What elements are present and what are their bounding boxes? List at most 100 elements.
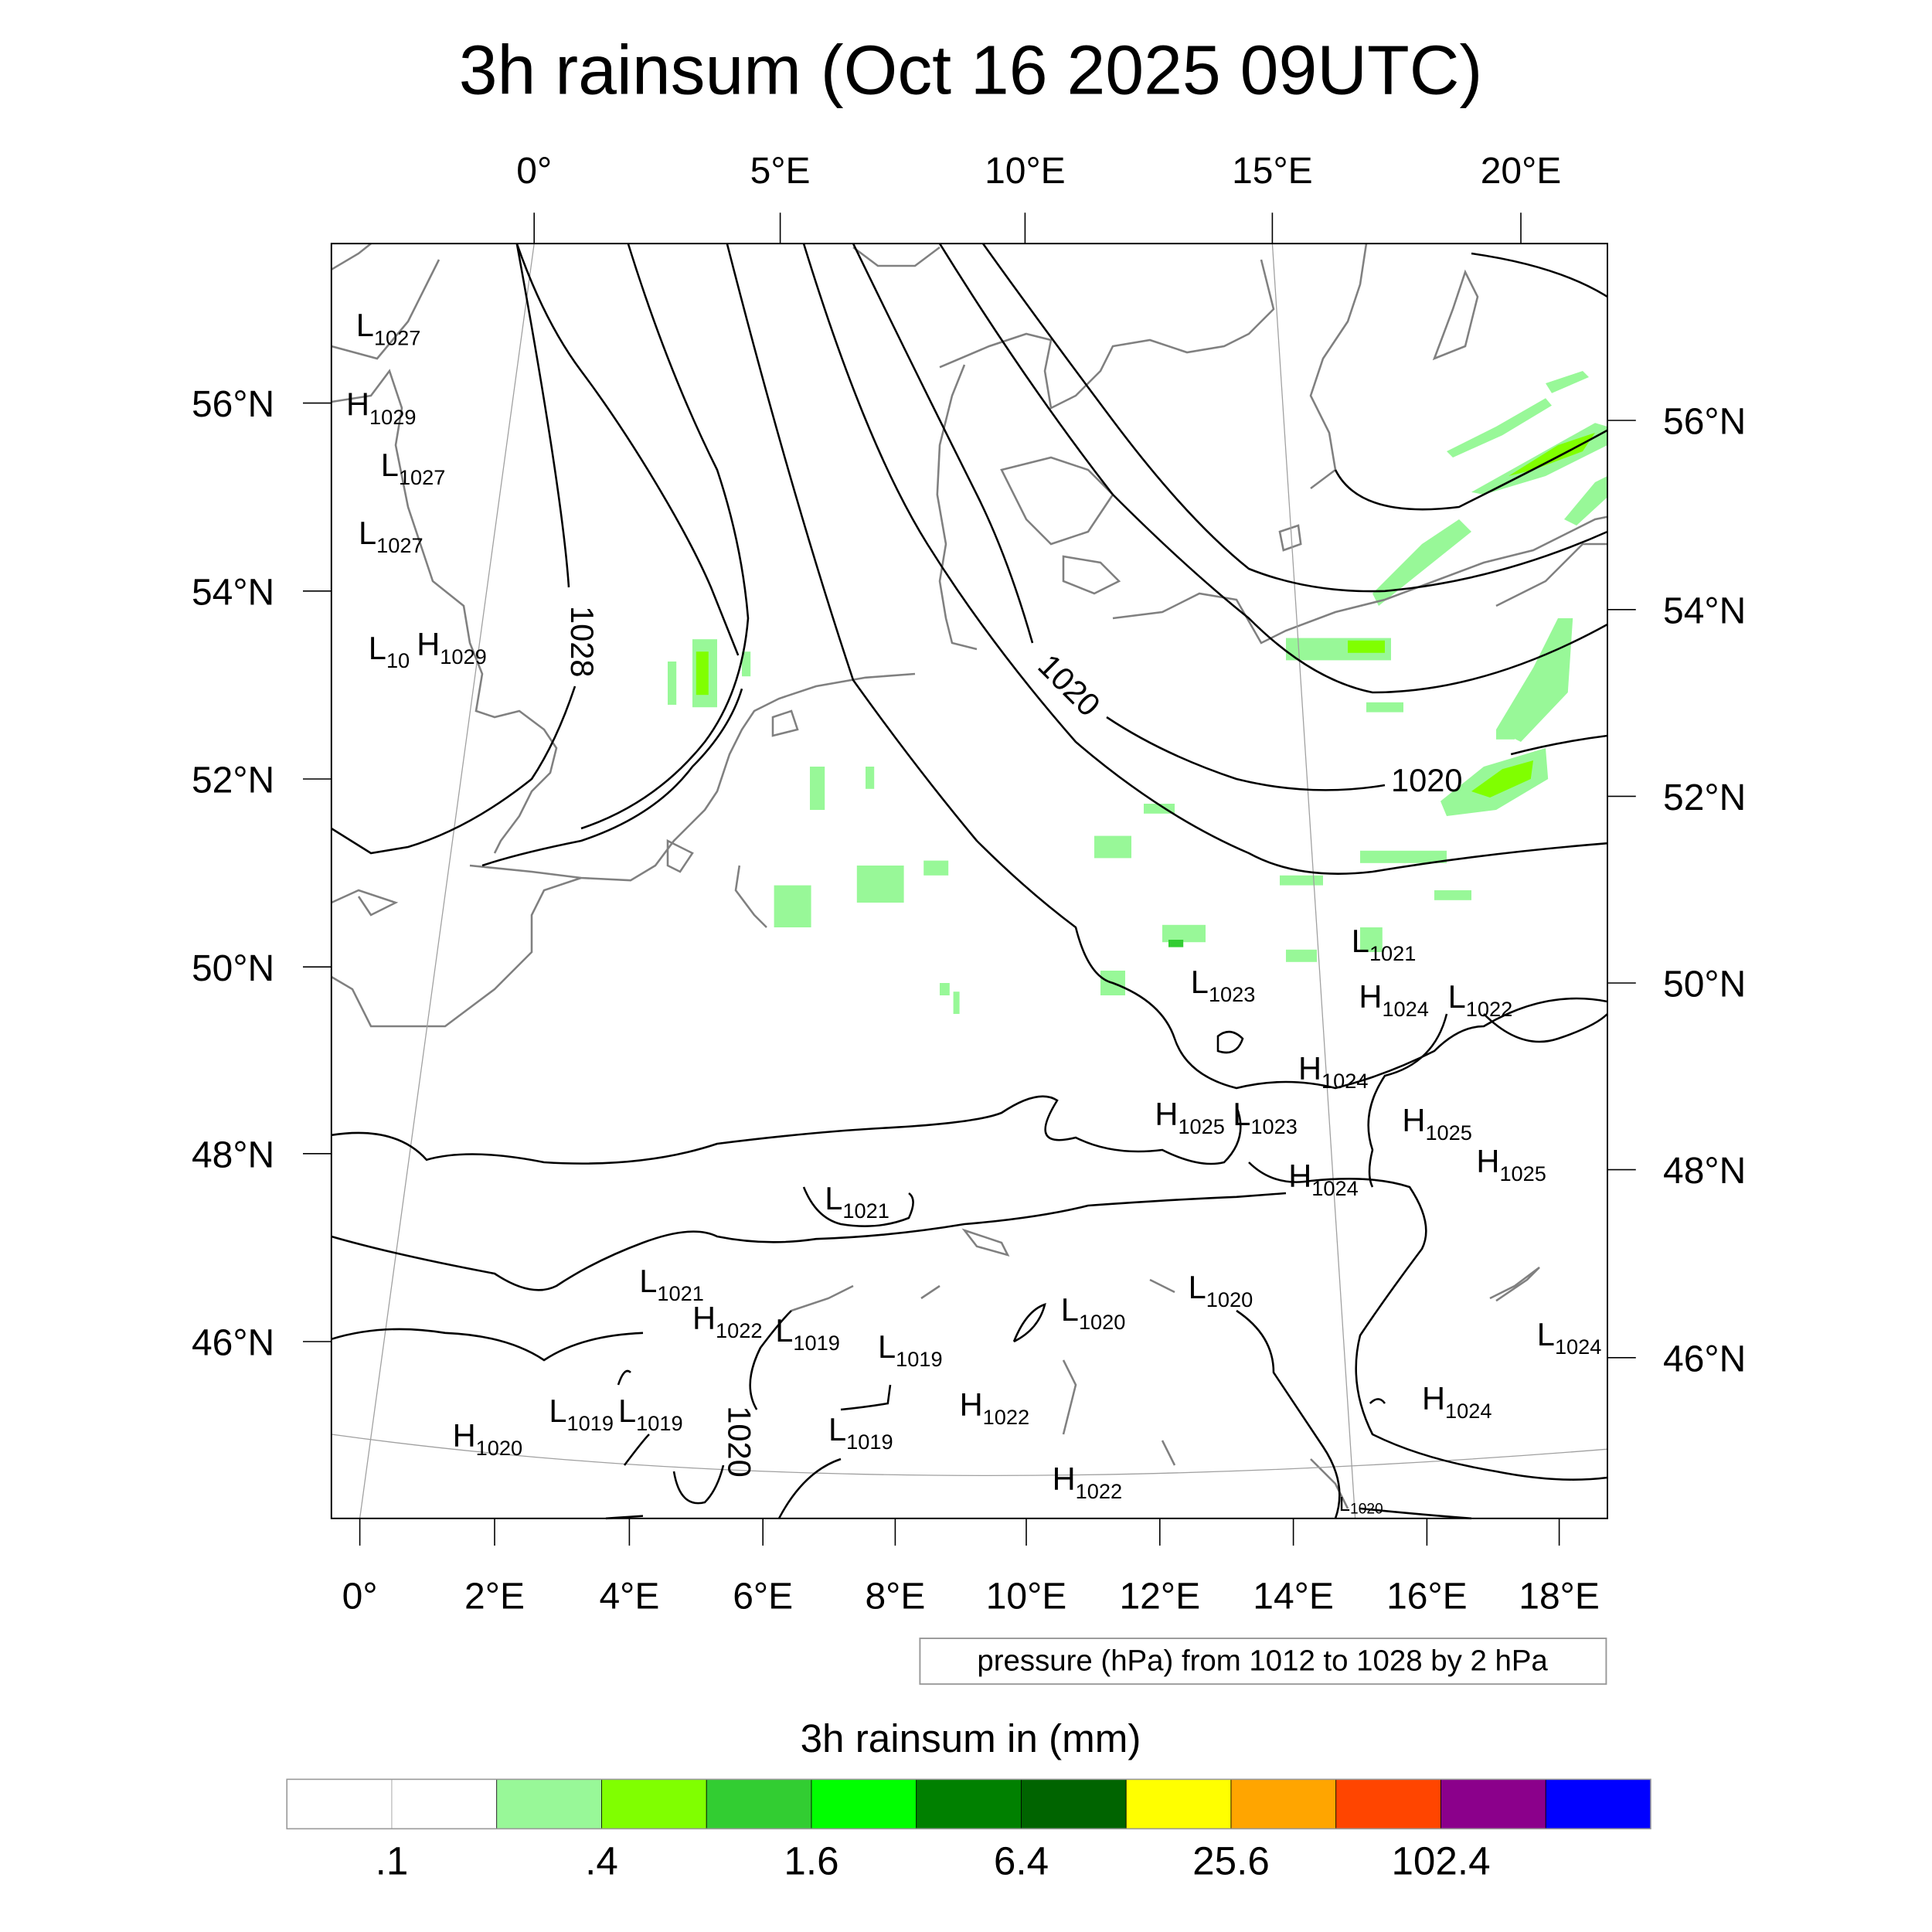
pressure-center-type: L [825, 1180, 842, 1216]
right-lat-label: 54°N [1663, 590, 1746, 631]
low-pressure-label: L10 [369, 630, 410, 672]
contour-label: 1020 [1391, 762, 1463, 798]
pressure-center-value: 1022 [983, 1405, 1029, 1429]
pressure-center-value: 1027 [376, 533, 423, 557]
pressure-center-type: H [1359, 978, 1382, 1015]
colorbar-box [496, 1779, 602, 1829]
high-pressure-label: H1024 [1359, 978, 1429, 1021]
high-pressure-label: H1025 [1402, 1102, 1472, 1145]
low-pressure-label: L1023 [1233, 1096, 1298, 1138]
low-pressure-label: L1019 [549, 1393, 614, 1435]
low-pressure-label: L1023 [1191, 964, 1256, 1006]
pressure-center-type: H [1288, 1158, 1311, 1194]
bottom-lon-label: 2°E [464, 1577, 525, 1617]
pressure-center-value: 1021 [842, 1199, 889, 1223]
left-lat-label: 54°N [192, 572, 274, 613]
pressure-center-value: 1029 [440, 645, 486, 668]
pressure-center-type: L [356, 307, 374, 343]
pressure-center-value: 1024 [1321, 1069, 1368, 1093]
colorbar-box [1125, 1779, 1232, 1829]
colorbar-label: .4 [585, 1839, 618, 1883]
pressure-center-value: 1019 [567, 1411, 614, 1435]
colorbar-box [391, 1779, 498, 1829]
axes: 0° 5°E 10°E 15°E 20°E 56°N 54°N 52°N 50°N 48°N 46°… [192, 151, 1746, 1617]
colorbar: .1 .4 1.6 6.4 25.6 102.4 [286, 1778, 1651, 1883]
pressure-center-type: L [381, 447, 399, 483]
pressure-center-type: L [1233, 1096, 1250, 1132]
bottom-lon-label: 18°E [1519, 1577, 1600, 1617]
colorbar-box [1021, 1779, 1127, 1829]
colorbar-box [1230, 1779, 1337, 1829]
map-frame [330, 243, 1608, 1519]
left-lat-label: 46°N [192, 1323, 274, 1364]
high-pressure-label: H1024 [1422, 1380, 1492, 1423]
contour-label: 1020 [721, 1406, 757, 1478]
pressure-center-value: 1020 [1350, 1501, 1383, 1517]
colorbar-frame [286, 1778, 1651, 1830]
low-pressure-label: L1021 [1352, 923, 1417, 965]
pressure-center-type: L [878, 1328, 896, 1365]
left-lat-label: 48°N [192, 1134, 274, 1175]
left-lat-label: 52°N [192, 760, 274, 801]
colorbar-box [811, 1779, 917, 1829]
pressure-center-value: 1023 [1209, 982, 1255, 1006]
colorbar-box [706, 1779, 812, 1829]
low-pressure-label: L1027 [356, 307, 421, 349]
low-pressure-label: L1021 [639, 1263, 704, 1305]
contour-label: 1020 [1031, 647, 1107, 723]
pressure-center-type: L [1189, 1269, 1206, 1305]
colorbar-label: 1.6 [784, 1839, 838, 1883]
pressure-center-type: L [1339, 1494, 1350, 1515]
low-pressure-label: L1019 [618, 1393, 683, 1435]
colorbar-box [286, 1779, 393, 1829]
pressure-center-value: 1020 [1206, 1287, 1253, 1311]
bottom-lon-label: 8°E [865, 1577, 925, 1617]
colorbar-box [1440, 1779, 1546, 1829]
colorbar-box [601, 1779, 707, 1829]
graticule [331, 243, 1608, 1519]
pressure-center-value: 1022 [716, 1318, 762, 1342]
pressure-center-value: 1021 [657, 1281, 703, 1305]
pressure-center-type: L [1448, 978, 1466, 1015]
contour-legend-text: pressure (hPa) from 1012 to 1028 by 2 hP… [977, 1645, 1548, 1678]
colorbar-label: 25.6 [1192, 1839, 1270, 1883]
pressure-center-value: 1020 [476, 1436, 522, 1460]
pressure-center-value: 1024 [1555, 1335, 1601, 1359]
colorbar-label: 6.4 [994, 1839, 1049, 1883]
pressure-center-value: 1024 [1445, 1399, 1492, 1423]
pressure-center-value: 1019 [793, 1331, 839, 1355]
low-pressure-label: L1019 [828, 1411, 893, 1454]
pressure-center-value: 1029 [369, 405, 416, 429]
low-pressure-label: L1022 [1448, 978, 1513, 1021]
coastlines [331, 243, 1608, 1509]
contour-label: 1028 [564, 606, 600, 678]
right-lat-label: 56°N [1663, 402, 1746, 443]
colorbar-label: .1 [376, 1839, 409, 1883]
pressure-center-type: H [1476, 1143, 1499, 1179]
pressure-center-value: 1025 [1178, 1114, 1224, 1138]
pressure-center-type: H [346, 386, 369, 423]
pressure-center-type: L [828, 1411, 846, 1447]
isobars [331, 243, 1608, 1520]
low-pressure-label: L1027 [381, 447, 446, 489]
high-pressure-label: H1022 [692, 1300, 763, 1342]
pressure-center-value: 1019 [636, 1411, 682, 1435]
pressure-center-type: L [369, 630, 386, 666]
pressure-center-type: H [453, 1417, 476, 1454]
pressure-center-value: 1023 [1250, 1114, 1297, 1138]
bottom-lon-label: 14°E [1253, 1577, 1334, 1617]
right-lat-label: 46°N [1663, 1338, 1746, 1379]
high-pressure-label: H1020 [453, 1417, 523, 1460]
low-pressure-label: L1024 [1537, 1316, 1602, 1359]
right-lat-label: 48°N [1663, 1151, 1746, 1192]
bottom-lon-label: 12°E [1119, 1577, 1200, 1617]
pressure-center-type: L [775, 1312, 793, 1349]
pressure-center-value: 1025 [1425, 1121, 1471, 1145]
pressure-center-value: 1027 [374, 325, 420, 349]
high-pressure-label: H1024 [1288, 1158, 1359, 1200]
pressure-center-type: H [417, 626, 440, 662]
rain-field [668, 371, 1607, 1014]
colorbar-label: 102.4 [1391, 1839, 1490, 1883]
